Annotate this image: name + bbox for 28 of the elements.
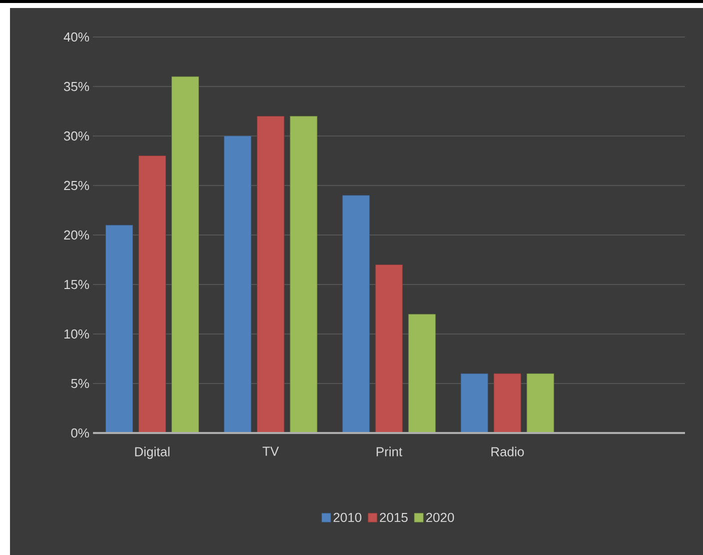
legend-label: 2010 xyxy=(334,512,362,522)
legend-label: 2015 xyxy=(380,512,408,522)
bar xyxy=(106,224,133,434)
legend-label: 2020 xyxy=(426,512,454,522)
bar xyxy=(224,136,252,434)
bar xyxy=(290,116,318,434)
y-tick-label: 0% xyxy=(71,428,90,438)
y-tick-label: 25% xyxy=(64,180,90,190)
bar xyxy=(494,373,522,434)
x-tick-label: Digital xyxy=(135,446,170,459)
y-tick-label: 20% xyxy=(64,230,90,240)
x-tick-label: Print xyxy=(376,446,402,456)
bar xyxy=(375,264,403,434)
x-tick-label: TV xyxy=(262,446,279,456)
bar xyxy=(408,314,436,434)
y-tick-label: 15% xyxy=(64,280,90,290)
bar xyxy=(342,195,370,434)
y-tick-label: 35% xyxy=(64,82,90,92)
y-tick-label: 10% xyxy=(64,329,90,339)
bar xyxy=(526,373,554,434)
x-tick-label: Radio xyxy=(491,446,524,456)
bar xyxy=(138,156,166,434)
y-tick-label: 5% xyxy=(71,378,90,388)
bar xyxy=(460,373,488,434)
y-tick-label: 40% xyxy=(64,32,90,42)
bar xyxy=(256,116,284,434)
bar xyxy=(172,76,199,434)
y-tick-label: 30% xyxy=(64,131,90,141)
